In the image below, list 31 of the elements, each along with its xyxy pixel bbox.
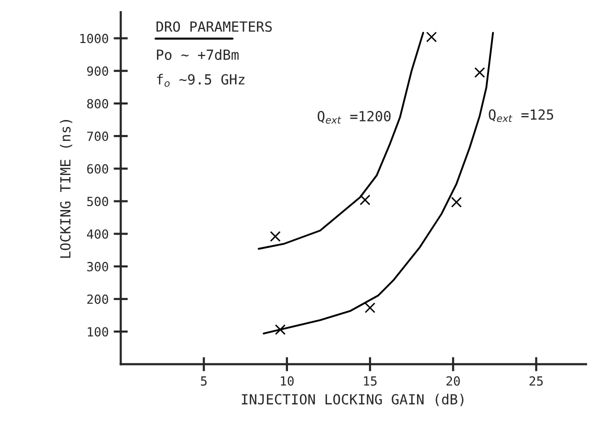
- x-tick-label: 20: [446, 376, 460, 386]
- point: [474, 67, 486, 78]
- x-tick-label: 15: [364, 376, 377, 386]
- annotation: Po ∼ +7dBm: [156, 49, 239, 60]
- y-tick-label: 800: [87, 98, 108, 108]
- y-tick-label: 600: [87, 164, 108, 174]
- annotation: f$_{o}$ ∼9.5 GHz: [156, 74, 244, 87]
- line-series: [262, 32, 494, 334]
- y-tick-label: 200: [87, 294, 108, 304]
- x-axis-title: INJECTION LOCKING GAIN (dB): [242, 394, 464, 406]
- point: [426, 32, 437, 42]
- series-label: Q$_{ext}$ =125: [488, 109, 554, 122]
- y-axis-title: LOCKING TIME (ns): [60, 120, 72, 258]
- y-tick-label: 100: [88, 327, 108, 337]
- y-tick-label: 1000: [80, 34, 108, 44]
- x-tick-label: 10: [280, 376, 294, 386]
- point: [360, 194, 370, 206]
- point: [270, 231, 281, 242]
- point: [364, 302, 376, 314]
- x-tick-label: 5: [200, 376, 207, 386]
- point: [451, 196, 462, 208]
- point: [274, 324, 286, 335]
- annotation: DRO PARAMETERS: [156, 21, 272, 32]
- y-tick-label: 300: [87, 262, 108, 272]
- series-label: Q$_{ext}$ =1200: [318, 110, 391, 124]
- line-series: [258, 32, 424, 250]
- y-tick-label: 900: [87, 66, 108, 76]
- x-tick-label: 25: [530, 376, 543, 386]
- y-tick-label: 500: [87, 196, 108, 206]
- y-tick-label: 700: [87, 132, 108, 142]
- y-tick-label: 400: [86, 229, 108, 239]
